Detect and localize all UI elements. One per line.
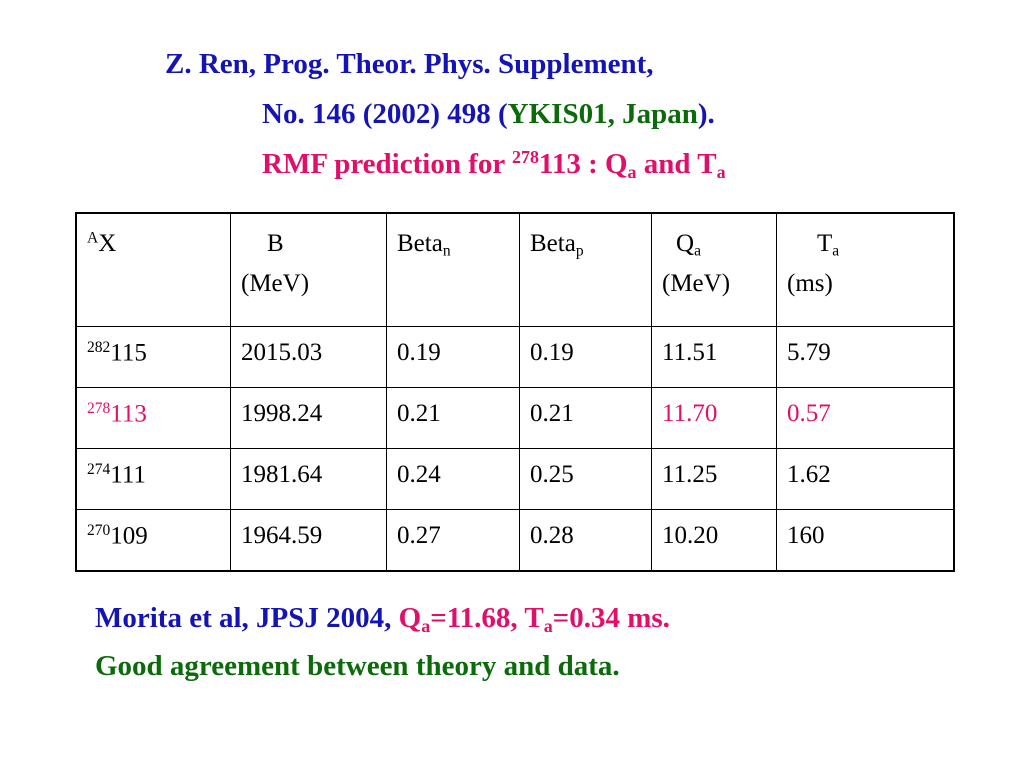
cell-half-life: 0.57: [776, 387, 955, 449]
header-q-value: Qa (MeV): [651, 212, 777, 327]
cell-binding-energy: 1981.64: [230, 448, 387, 510]
citation-close: ).: [697, 98, 715, 130]
cell-beta-n: 0.27: [386, 509, 520, 572]
header-beta-p-label: Beta: [530, 230, 576, 257]
header-q-subscript: a: [694, 242, 701, 260]
cell-element-number: 111: [110, 461, 146, 489]
footer-t-subscript: a: [543, 616, 553, 637]
footer-q-value: =11.68, T: [430, 602, 544, 634]
footer-q-subscript: a: [421, 616, 431, 637]
cell-binding-energy: 1964.59: [230, 509, 387, 572]
cell-binding-energy: 2015.03: [230, 326, 387, 388]
prediction-t-subscript: a: [716, 161, 726, 182]
cell-beta-n: 0.19: [386, 326, 520, 388]
cell-nuclide: 282115: [75, 326, 231, 388]
header-beta-p: Betap: [519, 212, 652, 327]
cell-beta-p: 0.21: [519, 387, 652, 449]
header-b-label: B: [267, 230, 284, 257]
cell-q-value: 11.70: [651, 387, 777, 449]
cell-mass-number: 278: [87, 400, 111, 417]
footer-conclusion: Good agreement between theory and data.: [95, 650, 620, 682]
header-nuclide: AX: [75, 212, 231, 327]
cell-element-number: 109: [110, 522, 148, 550]
footer-q-label: Q: [398, 602, 422, 634]
table-row: 270109 1964.59 0.27 0.28 10.20 160: [75, 509, 955, 572]
header-b-unit: (MeV): [241, 270, 310, 297]
citation-volume: No. 146 (2002) 498 (: [262, 98, 508, 130]
header-t-subscript: a: [832, 242, 840, 260]
header-half-life: Ta (ms): [776, 212, 955, 327]
header-beta-p-subscript: p: [575, 242, 584, 260]
cell-half-life: 160: [776, 509, 955, 572]
cell-half-life: 5.79: [776, 326, 955, 388]
header-t-label: T: [817, 230, 833, 257]
cell-nuclide: 278113: [75, 387, 231, 449]
citation-line-1: Z. Ren, Prog. Theor. Phys. Supplement,: [165, 48, 654, 80]
cell-beta-p: 0.25: [519, 448, 652, 510]
header-binding-energy: B (MeV): [230, 212, 387, 327]
cell-binding-energy: 1998.24: [230, 387, 387, 449]
cell-mass-number: 282: [87, 339, 111, 356]
header-q-label: Q: [676, 230, 695, 257]
prediction-element: 113 : Q: [538, 147, 628, 180]
header-nuclide-label: X: [98, 230, 117, 257]
prediction-q-subscript: a: [627, 161, 637, 182]
cell-q-value: 10.20: [651, 509, 777, 572]
prediction-title: RMF prediction for 278113 : Qa and Ta: [262, 148, 726, 181]
cell-q-value: 11.51: [651, 326, 777, 388]
cell-beta-p: 0.19: [519, 326, 652, 388]
prediction-mass-number: 278: [511, 147, 539, 167]
table-header-row: AX B (MeV) Betan Betap Qa (MeV) Ta (ms): [75, 212, 955, 327]
cell-half-life: 1.62: [776, 448, 955, 510]
cell-nuclide: 274111: [75, 448, 231, 510]
cell-beta-n: 0.21: [386, 387, 520, 449]
footer-measurement: Morita et al, JPSJ 2004, Qa=11.68, Ta=0.…: [95, 602, 670, 637]
cell-element-number: 115: [110, 339, 147, 367]
header-beta-n-subscript: n: [442, 242, 451, 260]
cell-nuclide: 270109: [75, 509, 231, 572]
header-t-unit: (ms): [787, 270, 833, 298]
header-q-unit: (MeV): [662, 270, 731, 298]
prediction-and: and T: [636, 147, 717, 180]
footer-reference: Morita et al, JPSJ 2004,: [95, 602, 399, 634]
citation-line-2: No. 146 (2002) 498 (YKIS01, Japan).: [262, 100, 715, 129]
table-row-highlighted: 278113 1998.24 0.21 0.21 11.70 0.57: [75, 387, 955, 449]
cell-beta-n: 0.24: [386, 448, 520, 510]
cell-mass-number: 274: [87, 461, 111, 478]
header-mass-superscript: A: [87, 229, 99, 247]
table-row: 282115 2015.03 0.19 0.19 11.51 5.79: [75, 326, 955, 388]
cell-beta-p: 0.28: [519, 509, 652, 572]
cell-mass-number: 270: [87, 522, 111, 539]
header-beta-n: Betan: [386, 212, 520, 327]
prediction-label: RMF prediction for: [262, 147, 512, 180]
footer-t-value: =0.34 ms.: [552, 602, 670, 634]
conference-name: YKIS01, Japan: [507, 98, 698, 130]
cell-element-number: 113: [110, 400, 147, 428]
prediction-table: AX B (MeV) Betan Betap Qa (MeV) Ta (ms) 282…: [75, 212, 955, 572]
cell-q-value: 11.25: [651, 448, 777, 510]
table-row: 274111 1981.64 0.24 0.25 11.25 1.62: [75, 448, 955, 510]
header-beta-n-label: Beta: [397, 230, 443, 257]
